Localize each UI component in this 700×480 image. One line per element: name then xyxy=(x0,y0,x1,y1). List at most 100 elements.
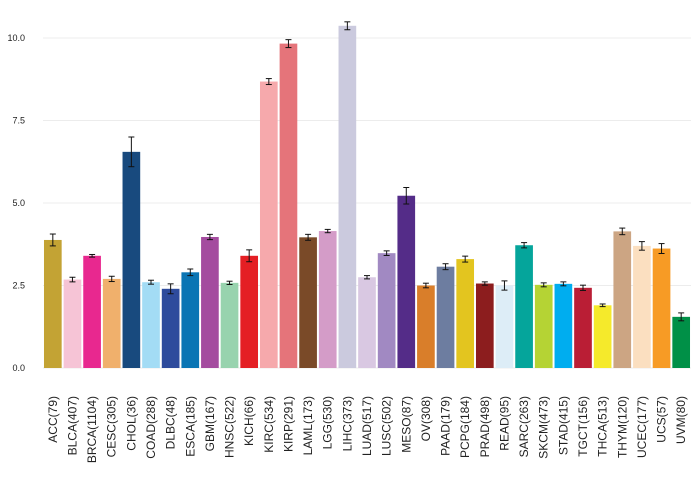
error-bar-pcpg xyxy=(462,255,469,263)
error-bar-ov xyxy=(422,282,429,289)
bar-thca xyxy=(593,305,612,368)
x-category-label: UVM(80) xyxy=(674,396,688,444)
bar-ov xyxy=(417,285,435,368)
bar-paad xyxy=(436,266,455,368)
bar-thym xyxy=(613,231,632,368)
error-bar-cesc xyxy=(108,275,115,283)
error-bar-blca xyxy=(69,276,76,283)
x-category-label: CHOL(36) xyxy=(124,396,138,451)
bar-kich xyxy=(240,255,259,368)
x-category-label: UCEC(177) xyxy=(635,396,649,458)
x-category-label: GBM(167) xyxy=(203,396,217,451)
bar-cesc xyxy=(102,278,121,368)
bar-ucs xyxy=(652,248,671,368)
y-tick-label: 5.0 xyxy=(12,198,25,208)
x-category-label: CESC(305) xyxy=(105,396,119,457)
error-bar-coad xyxy=(148,279,154,285)
error-bar-thym xyxy=(619,227,626,236)
error-bar-thca xyxy=(599,303,606,308)
bar-read xyxy=(495,285,514,368)
x-category-label: COAD(288) xyxy=(144,396,158,459)
bar-blca xyxy=(63,279,82,368)
y-tick-label: 10.0 xyxy=(7,33,25,43)
bar-esca xyxy=(181,272,200,368)
bar-skcm xyxy=(534,284,553,368)
error-bar-kirc xyxy=(265,78,272,86)
bar-dlbc xyxy=(161,288,180,368)
x-category-label: ESCA(185) xyxy=(183,396,197,457)
x-category-label: KIRP(291) xyxy=(281,396,295,452)
bar-kirc xyxy=(259,81,278,368)
bar-prad xyxy=(475,283,494,368)
x-category-label: LGG(530) xyxy=(321,396,335,449)
error-bar-sarc xyxy=(521,242,528,249)
error-bar-dlbc xyxy=(167,283,174,295)
error-bar-lusc xyxy=(383,250,390,256)
bar-meso xyxy=(397,195,416,368)
x-category-label: THYM(120) xyxy=(615,396,629,458)
bar-coad xyxy=(142,282,160,368)
error-bar-chol xyxy=(128,136,135,168)
y-tick-label: 7.5 xyxy=(12,116,25,126)
error-bar-gbm xyxy=(206,233,213,241)
error-bar-ucec xyxy=(638,241,645,251)
x-category-label: KIRC(534) xyxy=(262,396,276,453)
bar-lgg xyxy=(318,231,337,368)
error-bar-skcm xyxy=(540,282,547,288)
x-category-label: PRAD(498) xyxy=(478,396,492,457)
x-category-label: STAD(415) xyxy=(556,396,570,455)
bar-pcpg xyxy=(456,259,475,368)
x-category-label: OV(308) xyxy=(419,396,433,441)
y-tick-label: 2.5 xyxy=(12,281,25,291)
bar-sarc xyxy=(515,245,533,368)
error-bar-prad xyxy=(481,281,488,286)
error-bar-lgg xyxy=(324,228,331,234)
error-bar-tgct xyxy=(580,284,586,291)
error-bar-acc xyxy=(49,233,56,247)
bar-hnsc xyxy=(220,282,239,368)
x-category-label: KICH(66) xyxy=(242,396,256,446)
x-category-label: LUAD(517) xyxy=(360,396,374,456)
error-bar-luad xyxy=(364,275,370,280)
error-bar-meso xyxy=(403,186,410,205)
error-bar-read xyxy=(501,280,508,291)
x-category-label: PCPG(184) xyxy=(458,396,472,458)
x-category-label: TGCT(156) xyxy=(576,396,590,457)
x-category-label: BLCA(407) xyxy=(65,396,79,455)
bars xyxy=(43,25,691,369)
x-category-label: PAAD(179) xyxy=(439,396,453,456)
x-category-label: LUSC(502) xyxy=(380,396,394,456)
y-axis-tick-labels: 0.0 2.5 5.0 7.5 10.0 xyxy=(7,33,25,373)
error-bar-uvm xyxy=(678,312,685,322)
bar-uvm xyxy=(672,316,691,368)
x-category-label: THCA(513) xyxy=(596,396,610,457)
x-category-label: LIHC(373) xyxy=(340,396,354,451)
bar-lihc xyxy=(338,25,357,368)
x-category-label: MESO(87) xyxy=(399,396,413,453)
x-category-label: DLBC(48) xyxy=(164,396,178,449)
error-bar-lihc xyxy=(344,21,351,31)
error-bar-laml xyxy=(305,233,312,241)
x-category-label: UCS(57) xyxy=(655,396,669,443)
bar-acc xyxy=(43,239,62,368)
error-bar-hnsc xyxy=(226,280,233,286)
error-bar-esca xyxy=(187,268,194,277)
x-category-label: SKCM(473) xyxy=(537,396,551,459)
error-bar-paad xyxy=(442,263,449,271)
x-category-label: READ(95) xyxy=(497,396,511,451)
bar-tgct xyxy=(574,287,592,368)
x-category-label: LAML(173) xyxy=(301,396,315,455)
error-bar-kirp xyxy=(285,39,292,49)
error-bar-ucs xyxy=(658,243,665,254)
bar-stad xyxy=(554,283,573,368)
bar-ucec xyxy=(633,245,651,368)
x-axis-category-labels: ACC(79) BLCA(407) BRCA(1104) CESC(305) CHOL(… xyxy=(46,396,688,463)
bar-gbm xyxy=(201,236,219,368)
x-category-label: SARC(263) xyxy=(517,396,531,457)
x-category-label: BRCA(1104) xyxy=(85,396,99,463)
bar-lusc xyxy=(377,253,396,368)
bar-laml xyxy=(299,237,317,368)
bar-brca xyxy=(83,255,101,368)
x-category-label: ACC(79) xyxy=(46,396,60,443)
